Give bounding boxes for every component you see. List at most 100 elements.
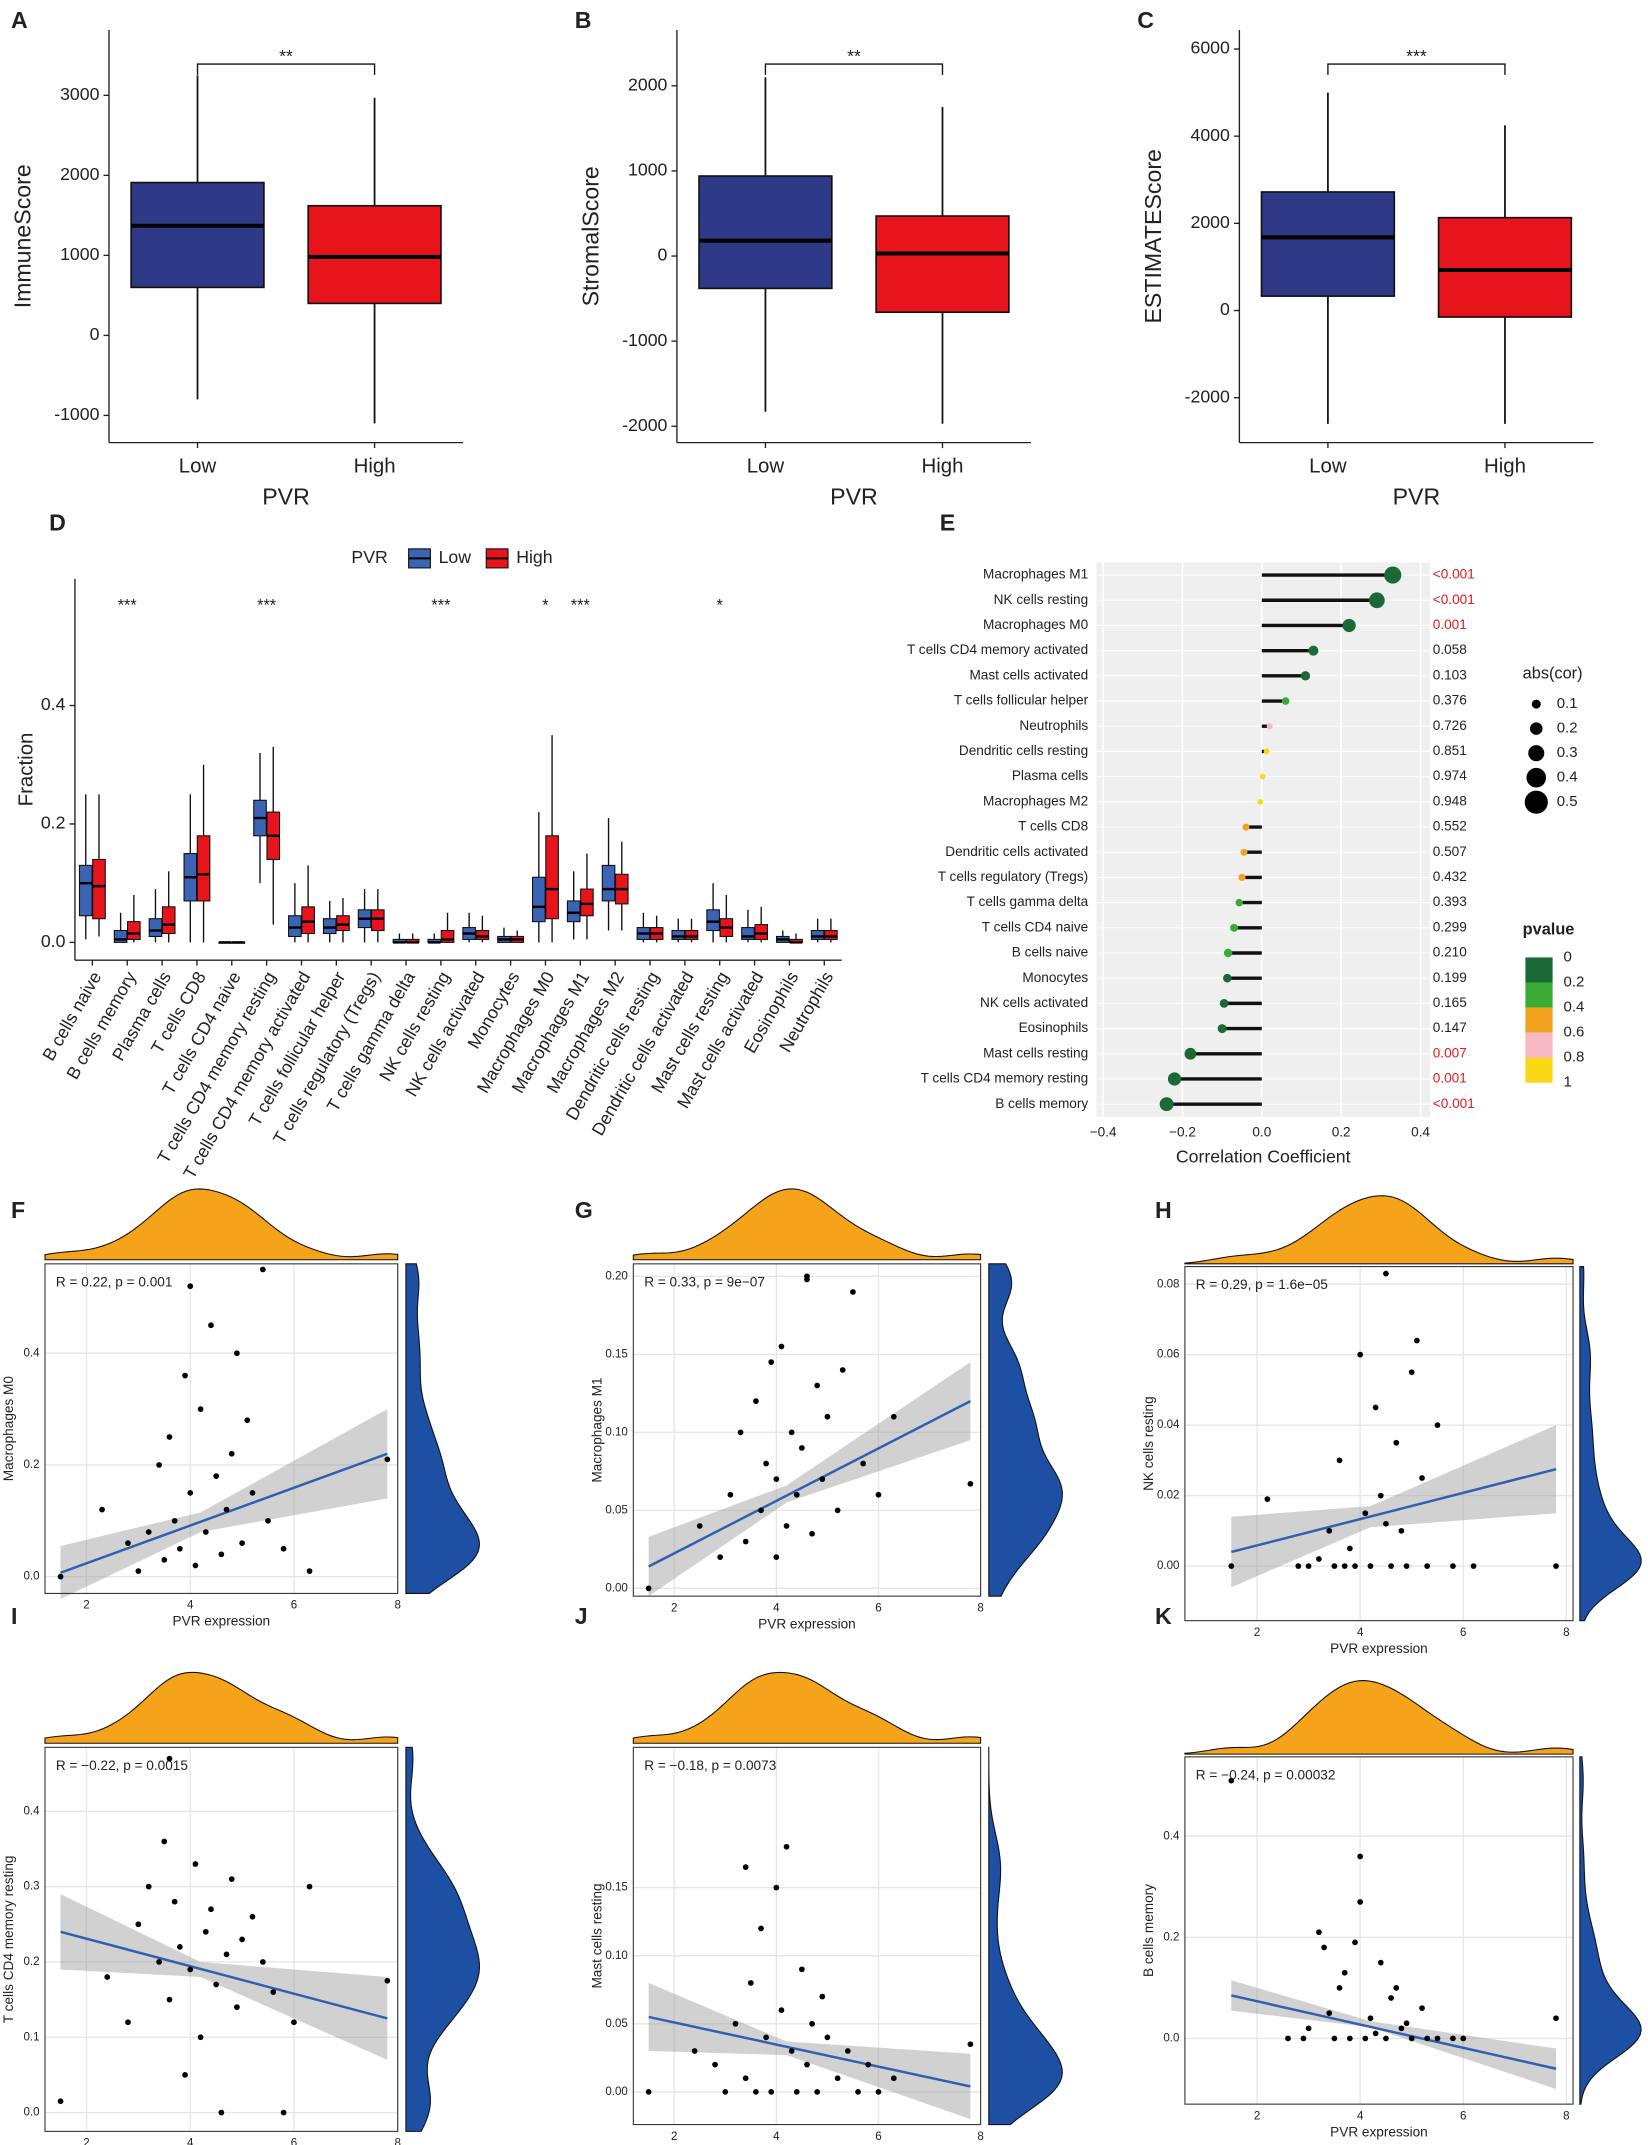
panel-letter: K — [1155, 1603, 1172, 1629]
point — [156, 1959, 162, 1965]
x-tick-label: 0.0 — [1252, 1125, 1271, 1140]
x-tick-label: 2 — [671, 2131, 677, 2143]
point — [249, 1490, 256, 1496]
y-axis-title: Fraction — [16, 733, 38, 807]
point — [1295, 1563, 1302, 1569]
point — [875, 1491, 882, 1498]
y-tick-label: 0.0 — [23, 1571, 39, 1583]
y-tick-label: 6000 — [1190, 38, 1230, 58]
box — [475, 929, 490, 940]
point — [384, 1456, 391, 1463]
point — [1264, 1496, 1271, 1502]
legend-title: abs(cor) — [1523, 664, 1583, 682]
pvalue-label: 0.199 — [1433, 970, 1467, 985]
dot — [1257, 799, 1264, 805]
row-label: NK cells resting — [994, 592, 1089, 607]
point — [742, 2075, 749, 2082]
y-axis-title: Mast cells resting — [590, 1883, 605, 1988]
dot — [1242, 823, 1250, 831]
point — [793, 1491, 800, 1498]
row-label: T cells regulatory (Tregs) — [938, 869, 1089, 884]
y-tick-label: 0.04 — [1157, 1419, 1180, 1431]
point — [1326, 2010, 1333, 2017]
point — [645, 2089, 652, 2095]
x-tick-label: 6 — [1460, 1627, 1466, 1639]
point — [171, 1898, 178, 1905]
x-tick-label: 4 — [773, 2131, 780, 2143]
x-axis-title: PVR expression — [1330, 2124, 1428, 2139]
x-tick-label: 4 — [1357, 2110, 1364, 2122]
y-axis-title: NK cells resting — [1141, 1396, 1156, 1491]
y-tick-label: 0.15 — [605, 1882, 628, 1894]
point — [135, 1568, 142, 1574]
panel-letter: C — [1137, 7, 1154, 33]
box — [1437, 216, 1573, 318]
point — [1305, 2025, 1312, 2032]
point — [1357, 1899, 1364, 1905]
x-tick-label: 4 — [1357, 1627, 1364, 1639]
point — [773, 1884, 780, 1891]
point — [57, 2098, 64, 2105]
point — [187, 1490, 194, 1496]
x-tick-label: 0.2 — [1332, 1125, 1351, 1140]
annotation: R = 0.29, p = 1.6e−05 — [1196, 1277, 1328, 1292]
box — [148, 918, 163, 938]
point — [839, 1367, 846, 1373]
pvalue-label: 0.974 — [1433, 768, 1467, 783]
point — [187, 1966, 194, 1973]
plot-border — [1184, 1266, 1574, 1622]
pvalue-label: 0.299 — [1433, 919, 1467, 934]
regression-line — [60, 1930, 388, 2020]
point — [161, 1838, 168, 1845]
x-tick-label: 8 — [1563, 2110, 1569, 2122]
point — [834, 1507, 841, 1514]
row-label: Plasma cells — [1012, 768, 1089, 783]
point — [176, 1545, 183, 1552]
pvalue-label: 0.851 — [1433, 743, 1467, 758]
panel-letter: A — [11, 7, 28, 33]
point — [809, 1530, 815, 1537]
x-tick-label: −0.4 — [1090, 1125, 1117, 1140]
box — [307, 204, 442, 305]
confidence-band — [1231, 1425, 1557, 1588]
legend-label: 0.6 — [1564, 1024, 1585, 1041]
legend-color — [1525, 957, 1553, 983]
point — [788, 2048, 795, 2054]
point — [1403, 1563, 1410, 1569]
legend-dot — [1526, 767, 1547, 788]
point — [1383, 1520, 1389, 1527]
box — [78, 864, 93, 917]
point — [890, 2075, 897, 2082]
plot-background — [44, 1263, 398, 1594]
point — [223, 1506, 230, 1513]
point — [208, 1906, 214, 1913]
point — [844, 2048, 851, 2054]
y-tick-label: 0.2 — [41, 813, 66, 833]
y-tick-label: 2000 — [60, 164, 100, 184]
legend-dot — [1524, 790, 1548, 814]
legend-dot — [1531, 699, 1541, 709]
point — [202, 1529, 209, 1535]
pvalue-label: <0.001 — [1433, 592, 1475, 607]
point — [1316, 1556, 1322, 1562]
y-tick-label: 0.06 — [1157, 1349, 1180, 1361]
point — [104, 1974, 111, 1980]
y-tick-label: 0.00 — [1157, 1560, 1180, 1572]
dot — [1167, 1072, 1182, 1086]
legend-label: 1 — [1564, 1074, 1572, 1091]
plot-border — [632, 1263, 982, 1597]
dot — [1223, 948, 1233, 958]
x-axis-title: PVR expression — [758, 1616, 856, 1631]
box — [196, 835, 211, 902]
dot — [1223, 973, 1232, 983]
point — [1331, 2035, 1338, 2042]
point — [166, 1434, 173, 1440]
x-tick-label: High — [922, 456, 964, 478]
dot — [1240, 848, 1248, 856]
point — [824, 2034, 831, 2041]
point — [814, 2089, 821, 2095]
pvalue-label: 0.552 — [1433, 819, 1467, 834]
y-tick-label: 0.05 — [605, 1504, 628, 1516]
point — [783, 1843, 790, 1850]
point — [819, 1993, 826, 2000]
